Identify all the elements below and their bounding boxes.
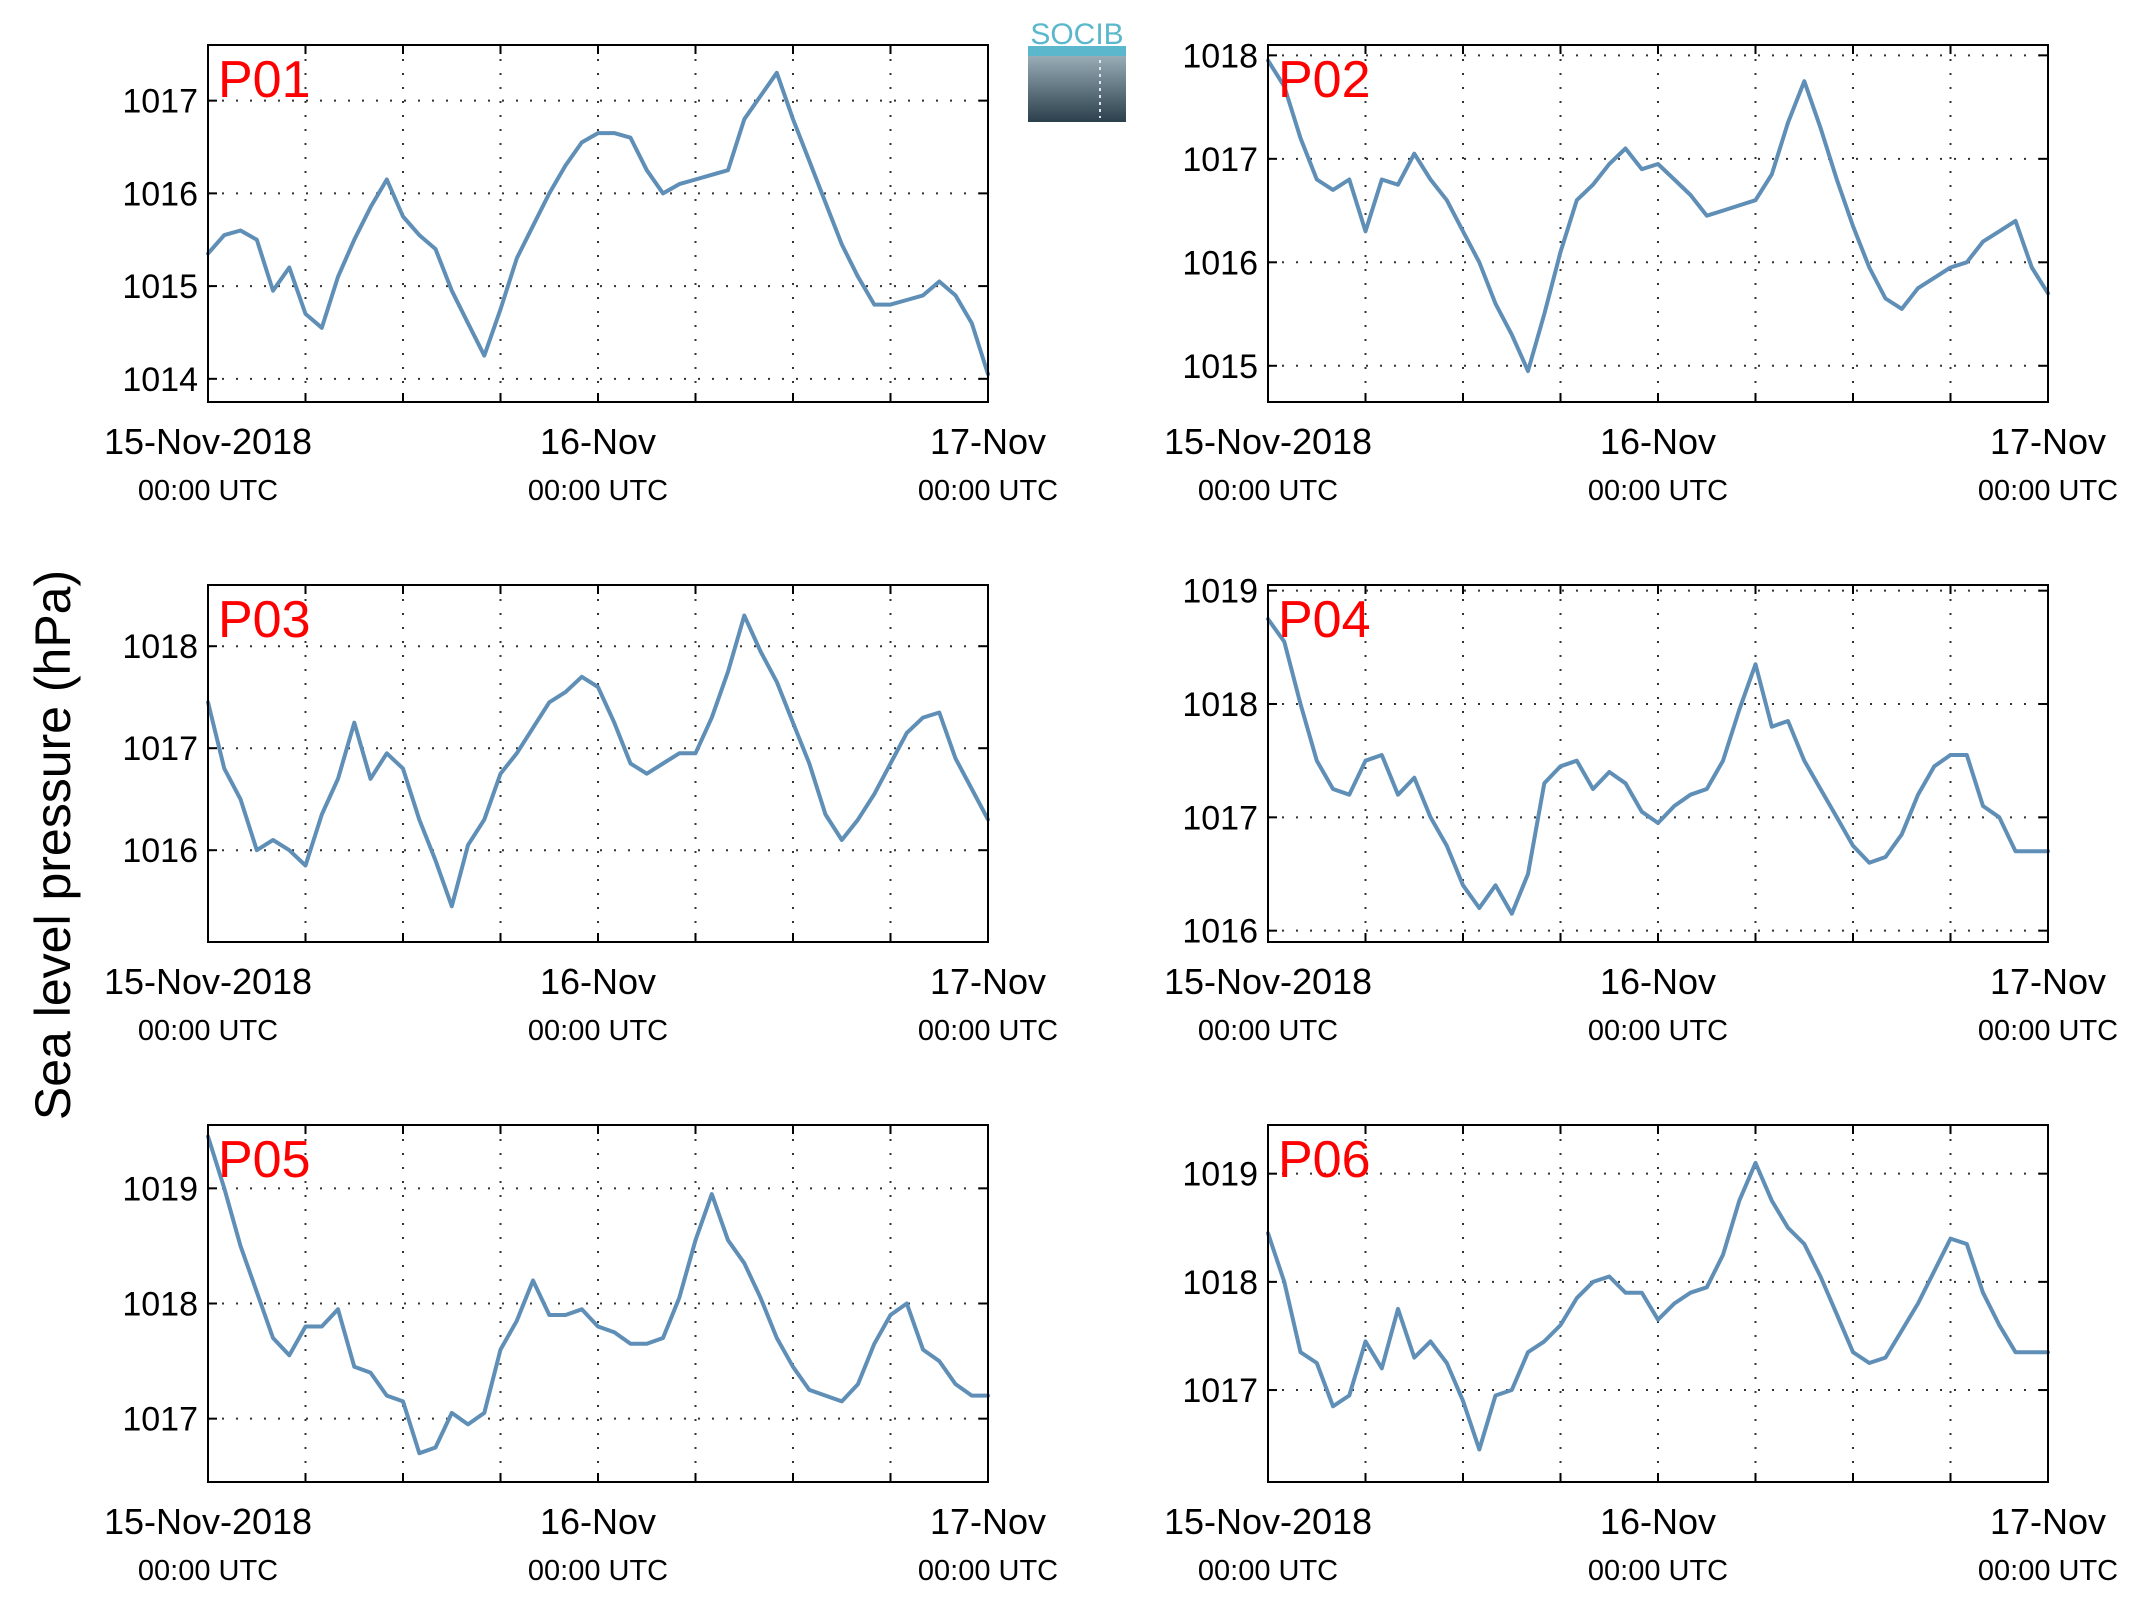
panel-p06-xtick-label-time: 00:00 UTC — [1198, 1555, 1338, 1587]
panel-p05-xtick-label-date: 16-Nov — [540, 1501, 656, 1542]
panel-p04-xtick-label-time: 00:00 UTC — [1978, 1015, 2118, 1047]
panel-p03-xtick-label-time: 00:00 UTC — [528, 1015, 668, 1047]
panel-p05-series-line — [206, 1134, 990, 1456]
panel-p02-xtick-label-date: 17-Nov — [1990, 421, 2106, 462]
panel-p02: 1015 1016 1017 1018 15-Nov-2018 00:00 UTC 16-N… — [1164, 37, 2118, 507]
panel-p04-xtick-label-date: 15-Nov-2018 — [1164, 961, 1372, 1002]
panel-p02-axes-box — [1267, 44, 2049, 403]
panel-p06-ytick-label: 1018 — [1182, 1264, 1258, 1302]
panel-p05-axes-box — [207, 1124, 989, 1483]
panel-p05-xtick-label-date: 17-Nov — [930, 1501, 1046, 1542]
panel-p04-xtick-label-date: 17-Nov — [1990, 961, 2106, 1002]
socib-logo-block — [1028, 52, 1126, 122]
panel-p06-series-line — [1266, 1160, 2050, 1452]
socib-logo-text: SOCIB — [1030, 18, 1123, 51]
panel-p06-xtick-label-time: 00:00 UTC — [1978, 1555, 2118, 1587]
panel-p05-label: P05 — [218, 1131, 311, 1189]
panel-p05-xtick-label-time: 00:00 UTC — [138, 1555, 278, 1587]
panel-p03-ytick-label: 1018 — [122, 628, 198, 666]
panel-p03-xtick-label-date: 15-Nov-2018 — [104, 961, 312, 1002]
panel-p02-xtick-label-time: 00:00 UTC — [1198, 475, 1338, 507]
panel-p03-label: P03 — [218, 591, 311, 649]
panel-p06-xtick-label-date: 17-Nov — [1990, 1501, 2106, 1542]
panel-p01-ytick-label: 1015 — [122, 268, 198, 306]
panel-p04-series-line — [1266, 617, 2050, 916]
panel-p02-ytick-label: 1015 — [1182, 348, 1258, 386]
panel-p04-xtick-label-time: 00:00 UTC — [1198, 1015, 1338, 1047]
panel-p01-ytick-label: 1014 — [122, 361, 198, 399]
panel-p02-ytick-label: 1018 — [1182, 37, 1258, 75]
panel-p02-xtick-label-date: 15-Nov-2018 — [1164, 421, 1372, 462]
socib-logo: SOCIB — [1028, 18, 1126, 122]
panel-p04-axes-box — [1267, 584, 2049, 943]
panel-p01-xtick-label-time: 00:00 UTC — [918, 475, 1058, 507]
panel-p05-ytick-label: 1018 — [122, 1286, 198, 1324]
panel-p03-xtick-label-date: 16-Nov — [540, 961, 656, 1002]
panel-p03-series-line — [206, 613, 990, 909]
panel-p01-ytick-label: 1016 — [122, 175, 198, 213]
panel-p05-xtick-label-date: 15-Nov-2018 — [104, 1501, 312, 1542]
panel-p06-ytick-label: 1019 — [1182, 1156, 1258, 1194]
figure-ylabel: Sea level pressure (hPa) — [25, 570, 81, 1120]
panel-p02-xtick-label-time: 00:00 UTC — [1588, 475, 1728, 507]
panel-p03: 1016 1017 1018 15-Nov-2018 00:00 UTC 16-Nov 00… — [104, 584, 1058, 1047]
panel-p01-xtick-label-date: 16-Nov — [540, 421, 656, 462]
panel-p04-ytick-label: 1016 — [1182, 913, 1258, 951]
panel-p03-axes-box — [207, 584, 989, 943]
panel-p01-xtick-label-time: 00:00 UTC — [138, 475, 278, 507]
panel-p06-xtick-label-time: 00:00 UTC — [1588, 1555, 1728, 1587]
panel-p02-xtick-label-time: 00:00 UTC — [1978, 475, 2118, 507]
panel-p03-xtick-label-time: 00:00 UTC — [138, 1015, 278, 1047]
panels: 1014 1015 1016 1017 15-Nov-2018 00:00 UTC 16-N… — [104, 37, 2118, 1587]
panel-p02-label: P02 — [1278, 51, 1371, 109]
panel-p04-ytick-label: 1017 — [1182, 799, 1258, 837]
panel-p04-label: P04 — [1278, 591, 1371, 649]
panel-p03-ytick-label: 1017 — [122, 730, 198, 768]
panel-p05-ytick-label: 1017 — [122, 1401, 198, 1439]
panel-p02-ytick-label: 1016 — [1182, 244, 1258, 282]
panel-p03-xtick-label-date: 17-Nov — [930, 961, 1046, 1002]
panel-p01-ytick-label: 1017 — [122, 83, 198, 121]
panel-p04-xtick-label-date: 16-Nov — [1600, 961, 1716, 1002]
panel-p01-label: P01 — [218, 51, 311, 109]
panel-p04-ytick-label: 1018 — [1182, 686, 1258, 724]
panel-p06-ytick-label: 1017 — [1182, 1372, 1258, 1410]
panel-p04-xtick-label-time: 00:00 UTC — [1588, 1015, 1728, 1047]
panel-p06-xtick-label-date: 16-Nov — [1600, 1501, 1716, 1542]
panel-p04: 1016 1017 1018 1019 15-Nov-2018 00:00 UTC 16-N… — [1164, 573, 2118, 1047]
panel-p02-series-line — [1266, 58, 2050, 373]
panel-p02-xtick-label-date: 16-Nov — [1600, 421, 1716, 462]
panel-p05: 1017 1018 1019 15-Nov-2018 00:00 UTC 16-Nov 00… — [104, 1124, 1058, 1587]
panel-p05-xtick-label-time: 00:00 UTC — [528, 1555, 668, 1587]
panel-p01-series-line — [206, 70, 990, 377]
panel-p03-ytick-label: 1016 — [122, 832, 198, 870]
panel-p01-xtick-label-date: 15-Nov-2018 — [104, 421, 312, 462]
panel-p02-ytick-label: 1017 — [1182, 141, 1258, 179]
socib-logo-wave — [1028, 46, 1126, 56]
panel-p04-ytick-label: 1019 — [1182, 573, 1258, 611]
panel-p01-axes-box — [207, 44, 989, 403]
panel-p06-axes-box — [1267, 1124, 2049, 1483]
panel-p03-xtick-label-time: 00:00 UTC — [918, 1015, 1058, 1047]
panel-p05-xtick-label-time: 00:00 UTC — [918, 1555, 1058, 1587]
panel-p01: 1014 1015 1016 1017 15-Nov-2018 00:00 UTC 16-N… — [104, 44, 1058, 507]
panel-p06-xtick-label-date: 15-Nov-2018 — [1164, 1501, 1372, 1542]
panel-p01-xtick-label-time: 00:00 UTC — [528, 475, 668, 507]
panel-p01-xtick-label-date: 17-Nov — [930, 421, 1046, 462]
panel-p05-ytick-label: 1019 — [122, 1170, 198, 1208]
panel-p06-label: P06 — [1278, 1131, 1371, 1189]
panel-p06: 1017 1018 1019 15-Nov-2018 00:00 UTC 16-Nov 00… — [1164, 1124, 2118, 1587]
